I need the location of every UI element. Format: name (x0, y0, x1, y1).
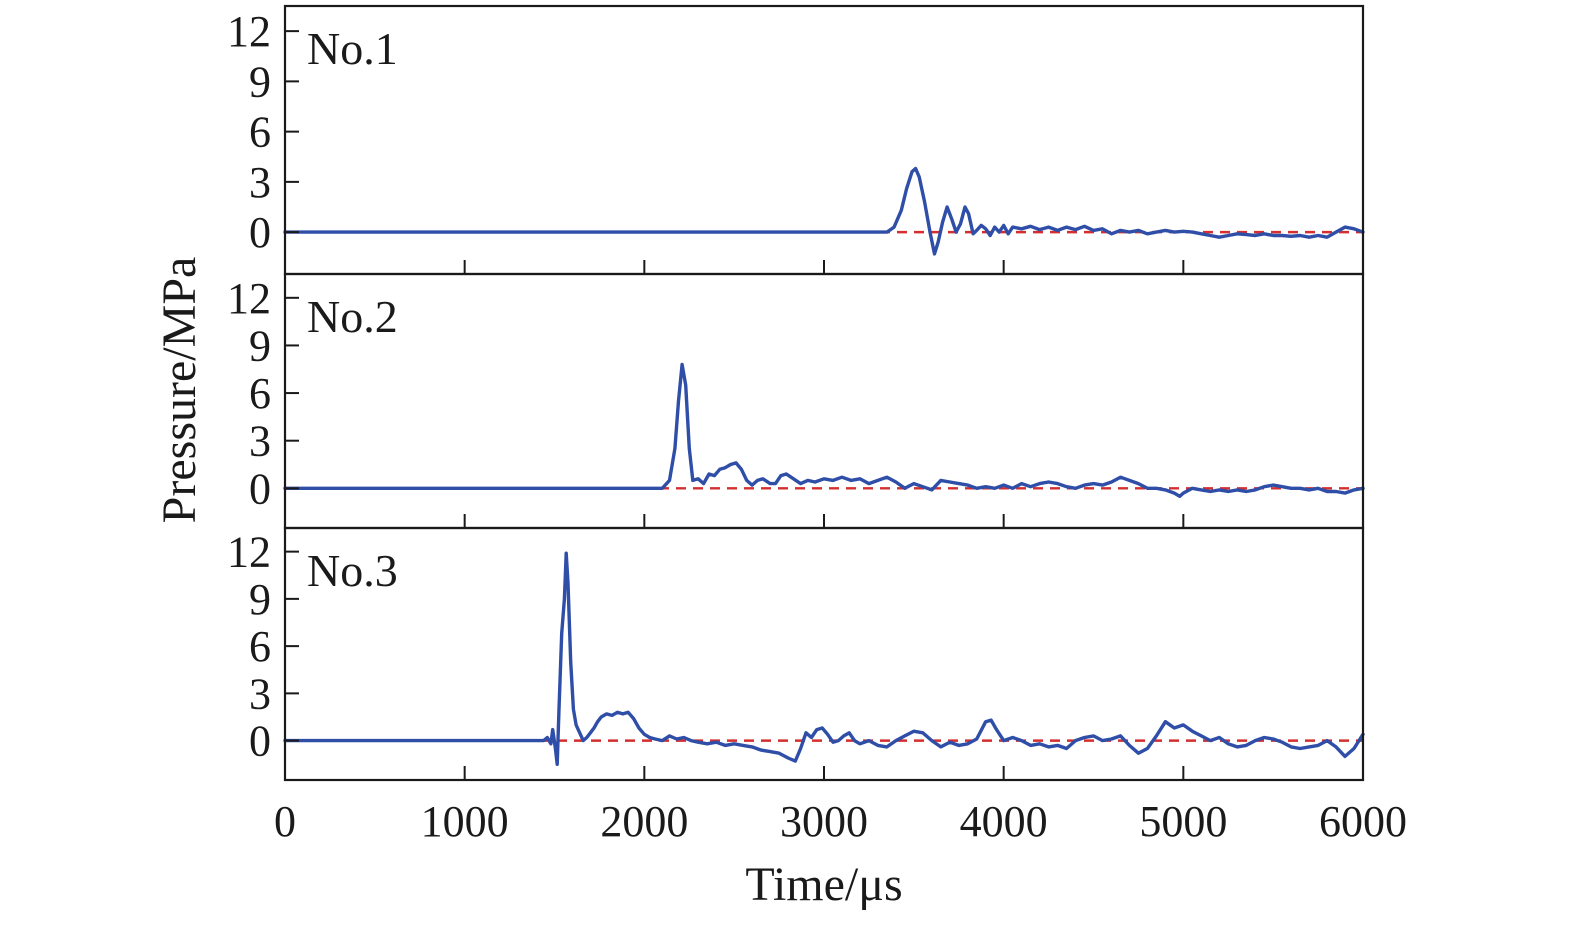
x-tick-label: 2000 (600, 797, 688, 846)
y-tick-label: 0 (249, 717, 271, 766)
y-tick-label: 6 (249, 622, 271, 671)
pressure-series-line (283, 166, 1365, 256)
y-tick-label: 0 (249, 464, 271, 513)
y-tick-label: 12 (227, 274, 271, 323)
x-tick-label: 0 (274, 797, 296, 846)
panel-label: No.1 (307, 23, 398, 74)
y-tick-label: 0 (249, 208, 271, 257)
panel-label: No.2 (307, 291, 398, 342)
x-tick-label: 1000 (421, 797, 509, 846)
y-tick-label: 3 (249, 417, 271, 466)
y-axis-title: Pressure/MPa (153, 257, 206, 524)
y-tick-label: 3 (249, 158, 271, 207)
panel-label: No.3 (307, 545, 398, 596)
x-tick-label: 3000 (780, 797, 868, 846)
y-tick-label: 9 (249, 575, 271, 624)
y-tick-label: 9 (249, 321, 271, 370)
y-tick-label: 6 (249, 369, 271, 418)
y-tick-label: 12 (227, 7, 271, 56)
x-tick-label: 4000 (960, 797, 1048, 846)
x-tick-label: 6000 (1319, 797, 1407, 846)
x-axis-title: Time/μs (745, 858, 902, 911)
pressure-series-line (283, 362, 1365, 498)
pressure-series-line (283, 551, 1365, 766)
x-tick-label: 5000 (1139, 797, 1227, 846)
y-tick-label: 3 (249, 669, 271, 718)
x-tick-labels: 0 1000 2000 3000 4000 5000 6000 (274, 797, 1407, 846)
y-tick-label: 9 (249, 57, 271, 106)
y-tick-label: 12 (227, 528, 271, 577)
y-tick-label: 6 (249, 108, 271, 157)
